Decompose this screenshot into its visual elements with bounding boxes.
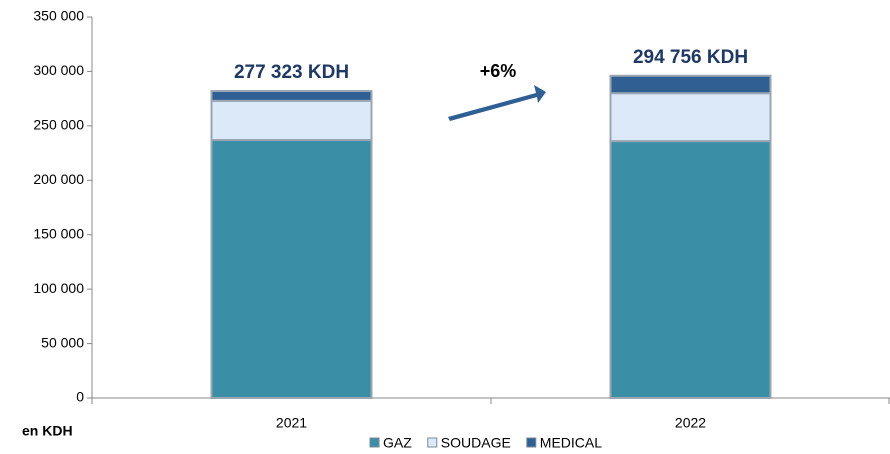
bar-segment [210,139,373,399]
y-tick-label: 250 000 [33,117,84,133]
growth-label: +6% [480,61,517,81]
bar-segment [609,74,772,95]
legend-label: MEDICAL [540,435,602,451]
legend-swatch [526,437,537,448]
y-unit-label: en KDH [22,423,73,439]
legend-swatch [369,437,380,448]
bar-segment [210,90,373,102]
bar-segment [609,140,772,399]
total-label: 277 323 KDH [234,62,349,83]
y-tick-label: 200 000 [33,171,84,187]
y-tick-label: 100 000 [33,280,84,296]
y-tick-label: 0 [76,389,84,405]
x-tick-label: 2021 [276,415,307,431]
legend-swatch [427,437,438,448]
y-tick-label: 300 000 [33,62,84,78]
bar-segment [210,99,373,142]
legend-label: SOUDAGE [441,435,511,451]
growth-arrow [448,85,546,121]
total-label: 294 756 KDH [633,47,748,68]
x-tick-label: 2022 [675,415,706,431]
bar-segment [609,92,772,143]
y-tick-label: 50 000 [41,334,84,350]
legend-label: GAZ [383,435,412,451]
y-tick-label: 350 000 [33,8,84,24]
y-tick-label: 150 000 [33,225,84,241]
